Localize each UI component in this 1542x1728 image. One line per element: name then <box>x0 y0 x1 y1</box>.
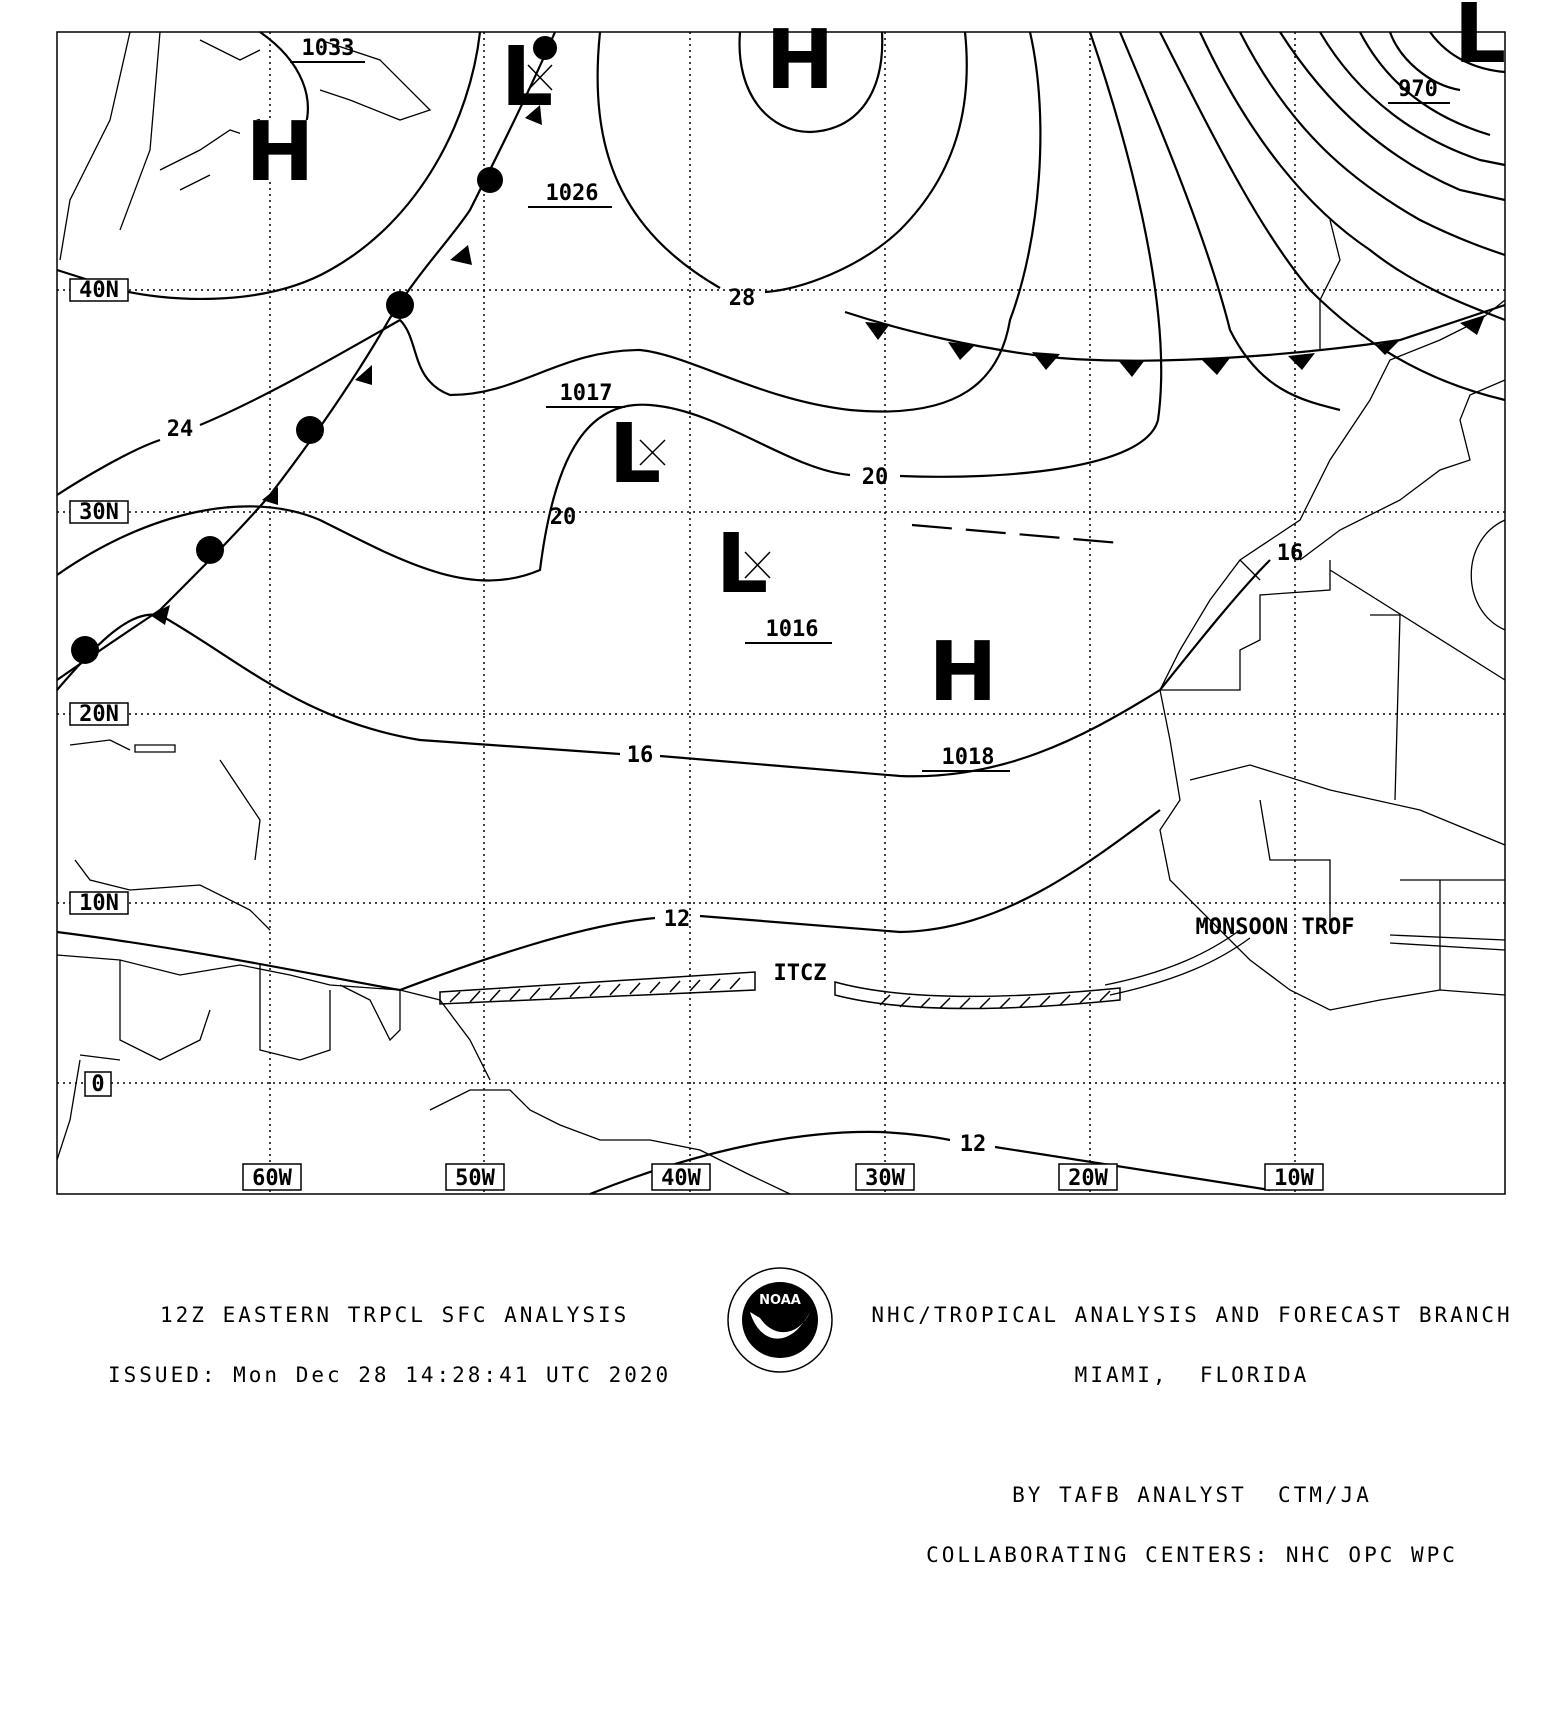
stationary-front <box>844 303 1506 377</box>
isobar-label: 20 <box>862 465 889 490</box>
central-pressure: 970 <box>1398 77 1438 102</box>
lon-label-30w: 30W <box>865 1166 905 1191</box>
lat-label-10n: 10N <box>79 891 119 916</box>
low-center-label: L <box>1454 0 1506 82</box>
central-pressure: 1017 <box>560 381 613 406</box>
itcz-band <box>439 971 1121 1010</box>
lat-label-20n: 20N <box>79 702 119 727</box>
cold-front <box>56 31 557 681</box>
isobar-label: 28 <box>729 286 756 311</box>
collaborating-centers: COLLABORATING CENTERS: NHC OPC WPC <box>926 1543 1458 1567</box>
lon-label-50w: 50W <box>455 1166 495 1191</box>
noaa-logo: NOAA <box>727 1267 833 1373</box>
central-pressure: 1018 <box>942 745 995 770</box>
noaa-logo-text: NOAA <box>759 1293 801 1308</box>
lon-label-10w: 10W <box>1274 1166 1314 1191</box>
isobar-labels: 28 24 20 20 16 16 12 12 <box>167 286 1304 1157</box>
trough-dashed <box>911 523 1121 545</box>
pressure-centers: H 1033 L H L 1017 L 1016 H 1018 L 970 10… <box>240 0 1506 772</box>
map-frame <box>56 31 1506 1195</box>
itcz-label: ITCZ <box>774 961 827 986</box>
analyst: BY TAFB ANALYST CTM/JA <box>1012 1483 1372 1507</box>
longitude-labels: 60W 50W 40W 30W 20W 10W <box>242 1163 1324 1191</box>
high-center-label: H <box>246 105 315 200</box>
high-center-label: H <box>929 625 998 720</box>
issued-timestamp: ISSUED: Mon Dec 28 14:28:41 UTC 2020 <box>108 1363 672 1387</box>
monsoon-trough-label: MONSOON TROF <box>1196 915 1355 940</box>
isobar-label: 12 <box>960 1132 987 1157</box>
lat-label-30n: 30N <box>79 500 119 525</box>
isobar-label: 12 <box>664 907 691 932</box>
lon-label-40w: 40W <box>661 1166 701 1191</box>
lat-label-equator: 0 <box>91 1072 104 1097</box>
analysis-title: 12Z EASTERN TRPCL SFC ANALYSIS <box>160 1303 630 1327</box>
isobar-label: 16 <box>1277 541 1304 566</box>
isobar-label: 24 <box>167 417 194 442</box>
latitude-labels: 40N 30N 20N 10N 0 <box>69 278 129 1097</box>
central-pressure: 1033 <box>302 36 355 61</box>
coastlines <box>56 31 1506 1195</box>
pressure-value-label: 1026 <box>546 181 599 206</box>
low-center-label: L <box>716 517 768 612</box>
lon-label-20w: 20W <box>1068 1166 1108 1191</box>
isobar-label: 20 <box>550 505 577 530</box>
office-location: MIAMI, FLORIDA <box>1074 1363 1310 1387</box>
issuing-office: NHC/TROPICAL ANALYSIS AND FORECAST BRANC… <box>871 1303 1513 1327</box>
isobar-label: 16 <box>627 743 654 768</box>
monsoon-trough <box>1104 929 1506 996</box>
central-pressure: 1016 <box>766 617 819 642</box>
high-center-label: H <box>766 13 835 108</box>
footer-left: 12Z EASTERN TRPCL SFC ANALYSIS ISSUED: M… <box>108 1265 671 1405</box>
lon-label-60w: 60W <box>252 1166 292 1191</box>
lat-label-40n: 40N <box>79 278 119 303</box>
low-center-label: L <box>501 30 553 125</box>
footer-right: NHC/TROPICAL ANALYSIS AND FORECAST BRANC… <box>842 1265 1542 1585</box>
low-center-label: L <box>609 407 661 502</box>
